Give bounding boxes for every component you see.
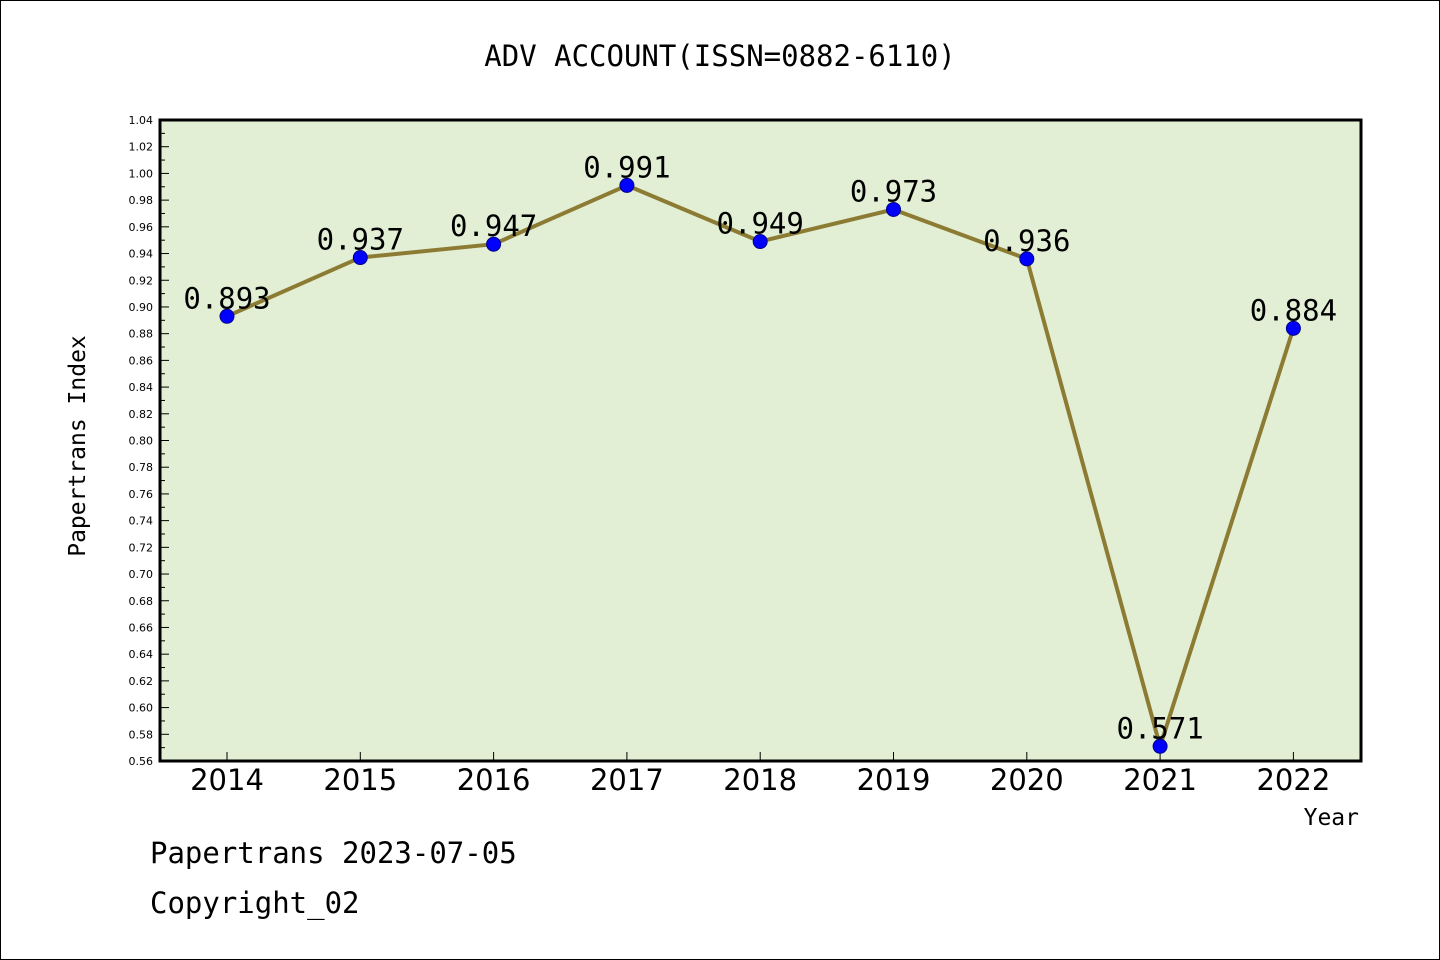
y-tick-label: 0.90 — [129, 301, 154, 314]
data-point-marker — [619, 177, 635, 193]
y-tick-label: 0.58 — [129, 728, 154, 741]
y-tick-label: 0.66 — [129, 621, 154, 634]
x-axis-label: Year — [1304, 805, 1359, 831]
data-point-marker — [1285, 320, 1301, 336]
data-label: 0.991 — [583, 150, 670, 184]
y-tick-label: 0.74 — [129, 515, 154, 528]
x-tick-label: 2014 — [190, 763, 264, 797]
y-tick-label: 1.00 — [129, 167, 154, 180]
x-tick-label: 2019 — [857, 763, 931, 797]
x-tick-label: 2020 — [990, 763, 1064, 797]
y-axis-label: Papertrans Index — [65, 335, 91, 557]
x-tick-label: 2021 — [1123, 763, 1197, 797]
y-tick-label: 0.70 — [129, 568, 154, 581]
y-tick-label: 0.96 — [129, 221, 154, 234]
y-tick-label: 0.92 — [129, 274, 154, 287]
y-tick-label: 0.86 — [129, 354, 154, 367]
data-point-marker — [486, 236, 502, 252]
y-tick-label: 0.64 — [129, 648, 154, 661]
x-axis-ticks: 2014 2015 2016 2017 2018 2019 2020 2021 2022 — [190, 752, 1330, 797]
y-tick-label: 0.76 — [129, 488, 154, 501]
data-label: 0.936 — [983, 224, 1070, 258]
y-tick-label: 0.68 — [129, 595, 154, 608]
data-label: 0.973 — [850, 174, 937, 208]
x-tick-label: 2015 — [323, 763, 397, 797]
footer-date: Papertrans 2023-07-05 — [150, 836, 517, 870]
x-tick-label: 2022 — [1256, 763, 1330, 797]
data-point-marker — [1019, 251, 1035, 267]
x-tick-label: 2016 — [457, 763, 531, 797]
plot-area — [158, 118, 1363, 763]
data-point-marker — [1152, 738, 1168, 754]
y-tick-label: 0.98 — [129, 194, 154, 207]
y-tick-label: 0.80 — [129, 435, 154, 448]
data-label: 0.571 — [1116, 711, 1203, 745]
y-tick-label: 0.84 — [129, 381, 154, 394]
data-point-marker — [752, 234, 768, 250]
y-tick-label: 0.56 — [129, 755, 154, 768]
y-tick-label: 1.02 — [129, 141, 154, 154]
footer-copyright: Copyright_02 — [150, 886, 360, 920]
y-tick-label: 0.60 — [129, 702, 154, 715]
data-point-marker — [219, 308, 235, 324]
data-label: 0.949 — [717, 207, 804, 241]
y-tick-label: 0.62 — [129, 675, 154, 688]
y-tick-label: 0.72 — [129, 541, 154, 554]
y-tick-label: 0.82 — [129, 408, 154, 421]
data-label: 0.893 — [183, 281, 270, 315]
data-label: 0.937 — [317, 223, 404, 257]
y-tick-label: 0.94 — [129, 248, 154, 261]
chart-title: ADV ACCOUNT(ISSN=0882-6110) — [484, 39, 955, 73]
data-point-marker — [886, 201, 901, 217]
y-tick-label: 1.04 — [129, 114, 154, 127]
x-tick-label: 2018 — [723, 763, 797, 797]
x-tick-label: 2017 — [590, 763, 664, 797]
y-tick-label: 0.88 — [129, 328, 154, 341]
y-tick-label: 0.78 — [129, 461, 154, 474]
data-label: 0.884 — [1250, 293, 1337, 327]
series-layer: 0.893 0.937 0.947 0.991 0.949 0.973 0.936 0.571… — [183, 150, 1337, 754]
data-point-marker — [352, 250, 368, 266]
data-label: 0.947 — [450, 209, 537, 243]
y-axis-ticks: 0.56 0.58 0.60 0.62 0.64 0.66 0.68 0.70 0.72 0.74… — [129, 114, 169, 768]
